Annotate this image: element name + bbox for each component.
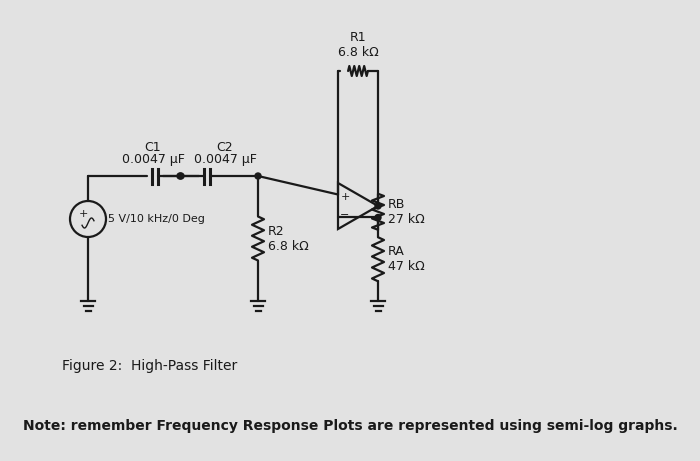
Text: RB
27 kΩ: RB 27 kΩ <box>388 198 425 226</box>
Text: R2
6.8 kΩ: R2 6.8 kΩ <box>268 225 309 253</box>
Circle shape <box>178 173 184 179</box>
Circle shape <box>255 173 261 179</box>
Circle shape <box>375 203 381 209</box>
Text: +: + <box>340 192 350 202</box>
Text: −: − <box>340 210 350 220</box>
Text: Note: remember Frequency Response Plots are represented using semi-log graphs.: Note: remember Frequency Response Plots … <box>22 419 678 433</box>
Text: 0.0047 μF: 0.0047 μF <box>194 153 256 166</box>
Text: +: + <box>78 209 88 219</box>
Text: C2: C2 <box>217 141 233 154</box>
Circle shape <box>375 214 381 220</box>
Circle shape <box>177 173 183 179</box>
Text: Figure 2:  High-Pass Filter: Figure 2: High-Pass Filter <box>62 359 237 373</box>
Text: R1
6.8 kΩ: R1 6.8 kΩ <box>337 31 379 59</box>
Text: 5 V/10 kHz/0 Deg: 5 V/10 kHz/0 Deg <box>108 214 205 224</box>
Text: 0.0047 μF: 0.0047 μF <box>122 153 184 166</box>
Text: RA
47 kΩ: RA 47 kΩ <box>388 245 425 273</box>
Text: C1: C1 <box>145 141 161 154</box>
